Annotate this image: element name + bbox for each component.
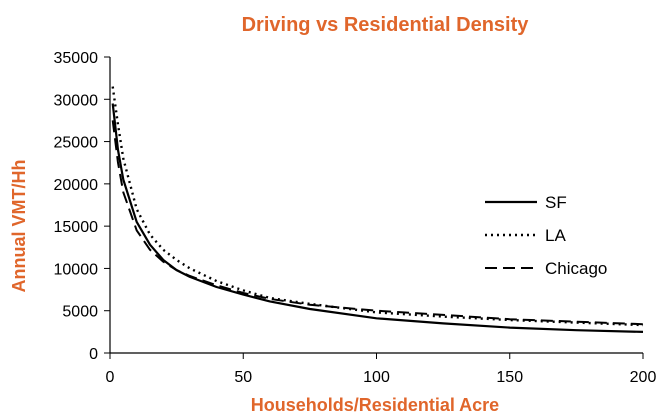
legend-label-sf: SF — [545, 193, 567, 212]
x-tick-label: 150 — [496, 369, 523, 386]
y-tick-label: 20000 — [54, 177, 99, 194]
x-tick-label: 0 — [106, 369, 115, 386]
y-axis-title: Annual VMT/Hh — [9, 160, 29, 293]
y-tick-label: 10000 — [54, 261, 99, 278]
chart-title: Driving vs Residential Density — [242, 14, 530, 36]
legend-label-la: LA — [545, 226, 566, 245]
x-tick-label: 100 — [363, 369, 390, 386]
y-tick-label: 5000 — [62, 304, 98, 321]
x-tick-label: 200 — [630, 369, 657, 386]
y-tick-label: 30000 — [54, 92, 99, 109]
series-line-chicago — [111, 120, 644, 326]
series-layer — [111, 86, 644, 333]
axes: 0 5000 10000 15000 20000 25000 30000 35000 0 50 10… — [54, 50, 657, 386]
legend-label-chicago: Chicago — [545, 259, 607, 278]
x-axis-title: Households/Residential Acre — [251, 395, 499, 415]
legend: SF LA Chicago — [485, 193, 607, 278]
y-tick-label: 25000 — [54, 135, 99, 152]
series-line-sf — [111, 103, 644, 333]
x-tick-label: 50 — [234, 369, 252, 386]
y-tick-label: 35000 — [54, 50, 99, 67]
y-tick-label: 0 — [89, 346, 98, 363]
y-tick-label: 15000 — [54, 219, 99, 236]
